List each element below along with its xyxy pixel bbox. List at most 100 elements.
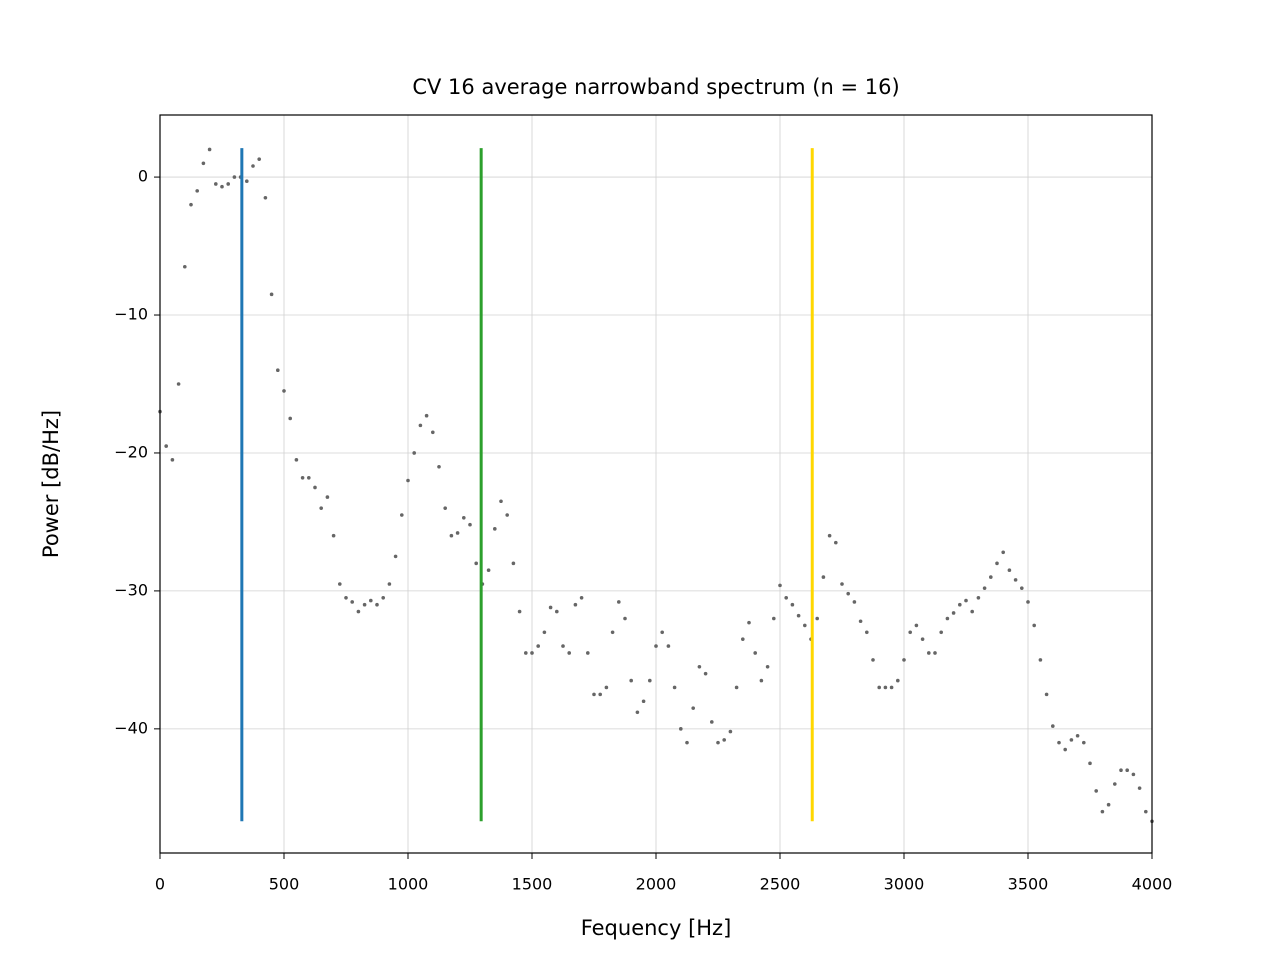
data-point	[1044, 692, 1049, 697]
data-point	[685, 740, 689, 745]
data-point	[629, 678, 633, 683]
data-point	[883, 685, 888, 690]
data-point	[902, 658, 906, 662]
data-point	[1057, 740, 1061, 745]
data-point	[449, 533, 454, 538]
data-point	[945, 616, 950, 621]
data-point	[400, 513, 404, 517]
data-point	[548, 605, 553, 610]
data-point	[747, 620, 751, 625]
data-point	[207, 147, 212, 152]
data-point	[1088, 761, 1092, 766]
chart-title: CV 16 average narrowband spectrum (n = 1…	[412, 75, 899, 99]
data-point	[784, 596, 788, 600]
y-tick-label: 0	[138, 167, 148, 186]
data-point	[499, 499, 503, 504]
data-point	[555, 609, 559, 614]
data-point	[741, 637, 745, 641]
data-point	[1063, 747, 1067, 752]
data-point	[406, 478, 410, 483]
data-point	[493, 527, 497, 531]
data-point	[1125, 768, 1129, 773]
data-point	[276, 368, 280, 372]
data-point	[505, 513, 510, 517]
data-point	[778, 583, 782, 588]
data-point	[623, 616, 627, 621]
data-point	[214, 182, 218, 186]
x-tick-label: 2000	[636, 875, 677, 894]
data-point	[889, 685, 894, 690]
data-point	[561, 644, 565, 648]
data-point	[294, 458, 299, 462]
data-point	[753, 651, 757, 655]
y-tick-label: −10	[114, 305, 148, 324]
data-point	[288, 416, 293, 421]
data-point	[319, 506, 324, 510]
data-point	[703, 671, 708, 676]
data-point	[635, 710, 640, 715]
x-tick-label: 4000	[1132, 875, 1173, 894]
data-point	[728, 729, 733, 734]
x-tick-label: 3500	[1008, 875, 1049, 894]
data-point	[517, 609, 522, 614]
data-point	[511, 561, 516, 566]
data-point	[1113, 782, 1117, 786]
data-point	[474, 561, 479, 566]
data-point	[524, 651, 528, 655]
data-point	[654, 644, 658, 648]
data-point	[201, 161, 206, 166]
data-point	[716, 740, 720, 745]
data-point	[679, 727, 683, 731]
data-point	[772, 616, 776, 621]
data-point	[790, 602, 795, 607]
data-point	[344, 596, 348, 600]
x-tick-label: 3000	[884, 875, 925, 894]
data-point	[468, 522, 472, 527]
data-point	[356, 609, 361, 614]
data-point	[313, 485, 317, 490]
y-tick-label: −20	[114, 442, 148, 461]
data-point	[362, 602, 367, 607]
data-point	[939, 630, 943, 635]
data-point	[592, 692, 596, 697]
data-point	[418, 423, 423, 428]
data-point	[393, 554, 398, 559]
data-point	[648, 678, 652, 683]
x-tick-label: 2500	[760, 875, 801, 894]
data-point	[834, 540, 838, 545]
data-point	[827, 533, 832, 538]
data-point	[331, 533, 336, 538]
data-point	[815, 616, 819, 621]
data-point	[424, 413, 429, 418]
data-point	[846, 591, 850, 596]
data-point	[232, 175, 237, 179]
data-point	[226, 182, 230, 186]
data-point	[989, 575, 993, 579]
data-point	[604, 685, 609, 690]
y-axis-label: Power [dB/Hz]	[39, 410, 63, 558]
data-point	[282, 389, 286, 393]
data-point	[1119, 768, 1123, 773]
data-point	[579, 596, 584, 600]
data-point	[245, 179, 249, 184]
data-point	[908, 630, 912, 635]
data-point	[381, 596, 386, 600]
data-point	[852, 600, 857, 604]
data-point	[821, 575, 826, 579]
data-point	[1001, 550, 1005, 555]
data-point	[530, 651, 534, 655]
data-point	[914, 623, 919, 628]
data-point	[307, 475, 311, 480]
data-point	[586, 651, 590, 655]
data-point	[871, 658, 875, 662]
data-point	[970, 609, 974, 614]
data-point	[431, 430, 435, 435]
data-point	[189, 202, 193, 207]
data-point	[387, 582, 392, 586]
data-point	[1137, 786, 1142, 790]
x-tick-label: 500	[269, 875, 300, 894]
data-point	[927, 651, 931, 655]
x-tick-label: 1500	[512, 875, 553, 894]
data-point	[350, 600, 355, 604]
